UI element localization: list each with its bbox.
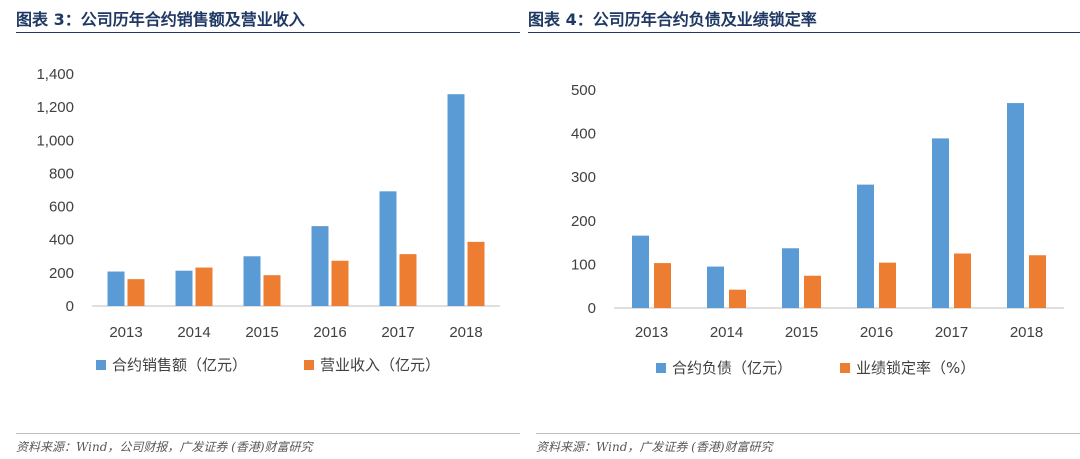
x-tick-label: 2018 [1010, 324, 1043, 341]
bar-series-1 [243, 256, 261, 306]
y-tick-label: 1,400 [36, 66, 74, 83]
y-tick-label: 100 [571, 256, 596, 273]
figure-4-chart: 0 100 200 300 400 500 2013 2014 2015 2016 2017 2018… [571, 82, 1064, 377]
bar-series-2 [263, 275, 281, 306]
bar-series-1 [1007, 103, 1024, 308]
figure-3-chart: 0 200 400 600 800 1,000 1,200 1,400 2013 2014 2015… [36, 66, 500, 374]
legend-label: 营业收入（亿元） [320, 356, 440, 374]
x-tick-label: 2017 [381, 324, 414, 341]
bar-series-2 [804, 275, 821, 308]
x-tick-label: 2015 [245, 324, 278, 341]
bar-series-2 [654, 263, 671, 308]
legend-label: 合约负债（亿元） [672, 359, 792, 377]
bar-series-2 [467, 241, 485, 306]
bar-series-1 [632, 235, 649, 308]
figure-3-title: 图表 3：公司历年合约销售额及营业收入 [16, 10, 305, 29]
y-tick-label: 200 [49, 265, 74, 282]
bar-series-2 [729, 289, 746, 308]
y-tick-label: 300 [571, 169, 596, 186]
bar-series-1 [311, 226, 329, 306]
figure-3-title-rule [16, 32, 520, 33]
bar-series-1 [857, 184, 874, 308]
x-tick-label: 2016 [860, 324, 893, 341]
figure-4-title-rule [528, 32, 1080, 33]
figure-4-source-note: 资料来源：Wind，广发证券 (香港)财富研究 [536, 440, 773, 454]
x-tick-label: 2016 [313, 324, 346, 341]
y-tick-label: 200 [571, 213, 596, 230]
bar-series-2 [331, 260, 349, 306]
bar-series-2 [879, 262, 896, 308]
bar-series-1 [707, 266, 724, 308]
y-tick-label: 800 [49, 165, 74, 182]
figure-3-source-note: 资料来源：Wind，公司财报，广发证券 (香港)财富研究 [16, 440, 313, 454]
x-tick-label: 2013 [109, 324, 142, 341]
x-tick-label: 2013 [635, 324, 668, 341]
figure-3-panel: 图表 3：公司历年合约销售额及营业收入 0 200 400 600 800 1,000 1,… [16, 10, 520, 454]
legend-swatch [840, 363, 850, 373]
y-tick-label: 600 [49, 199, 74, 216]
y-tick-label: 1,000 [36, 132, 74, 149]
y-tick-label: 0 [66, 298, 74, 315]
x-tick-label: 2018 [449, 324, 482, 341]
x-tick-label: 2015 [785, 324, 818, 341]
bar-series-2 [954, 253, 971, 308]
bar-series-2 [195, 267, 213, 306]
y-tick-label: 400 [571, 126, 596, 143]
x-tick-label: 2014 [177, 324, 210, 341]
legend-label: 业绩锁定率（%） [856, 359, 975, 377]
y-tick-label: 0 [588, 300, 596, 317]
bar-series-1 [447, 94, 465, 306]
figure-4-title: 图表 4：公司历年合约负债及业绩锁定率 [528, 10, 817, 29]
figure-4-source-rule [536, 433, 1080, 434]
bar-series-2 [1029, 255, 1046, 308]
legend-label: 合约销售额（亿元） [112, 356, 247, 374]
y-tick-label: 1,200 [36, 99, 74, 116]
bar-series-1 [175, 270, 193, 306]
figure-4-panel: 图表 4：公司历年合约负债及业绩锁定率 0 100 200 300 400 500 2013… [524, 0, 1080, 459]
bar-series-2 [127, 279, 145, 306]
y-tick-label: 400 [49, 232, 74, 249]
x-tick-label: 2017 [935, 324, 968, 341]
bar-series-1 [932, 138, 949, 308]
x-tick-label: 2014 [710, 324, 743, 341]
bar-series-1 [782, 248, 799, 308]
bar-series-1 [107, 271, 125, 306]
legend-swatch [96, 360, 106, 370]
bar-series-1 [379, 191, 397, 306]
legend-swatch [656, 363, 666, 373]
bar-series-2 [399, 254, 417, 306]
legend-swatch [304, 360, 314, 370]
figure-3-source-rule [16, 433, 520, 434]
y-tick-label: 500 [571, 82, 596, 99]
